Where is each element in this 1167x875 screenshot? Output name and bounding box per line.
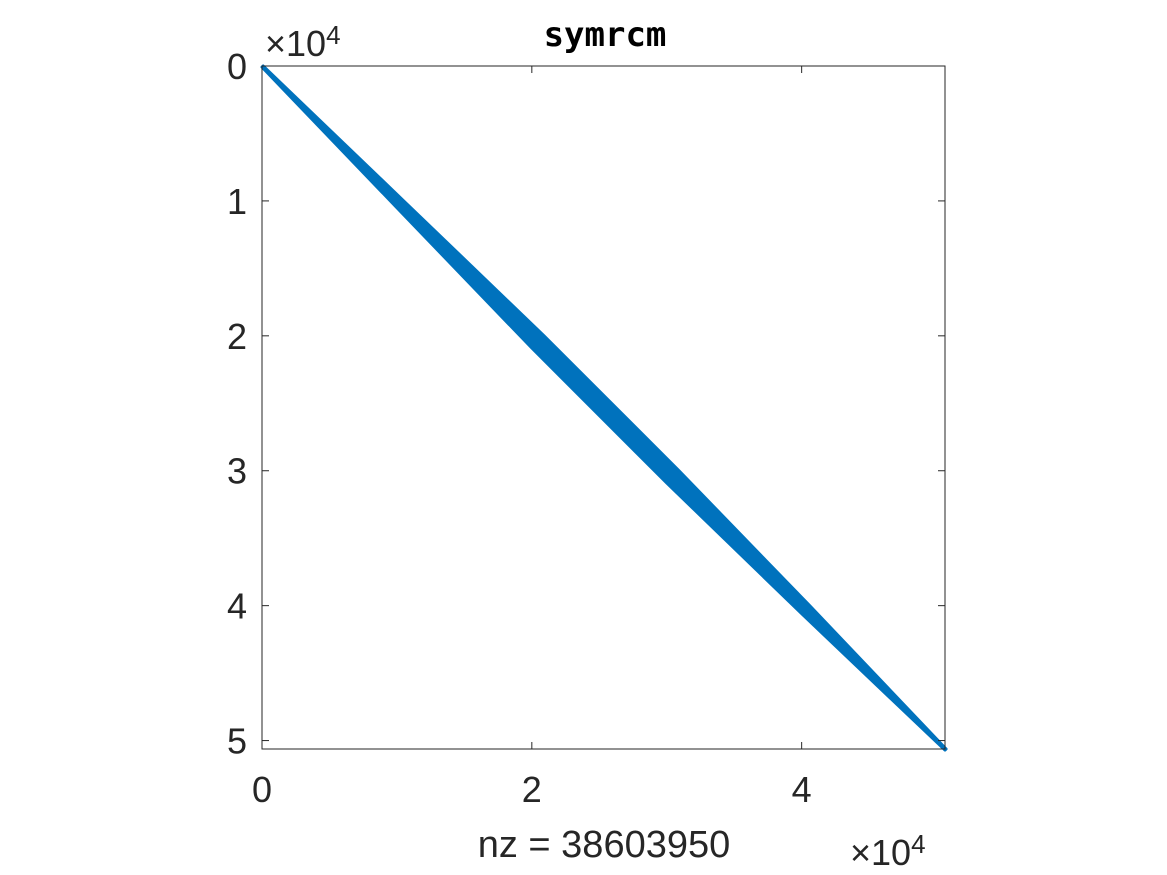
chart-title: symrcm bbox=[544, 15, 667, 55]
diagonal-mark bbox=[260, 64, 947, 751]
y-tick-label: 4 bbox=[227, 586, 247, 627]
x-exponent-label: ×104 bbox=[850, 829, 926, 873]
y-exponent-base: ×10 bbox=[265, 23, 326, 64]
x-exponent-base: ×10 bbox=[850, 832, 911, 873]
x-tick-label: 4 bbox=[792, 769, 812, 810]
sparsity-band bbox=[260, 64, 948, 752]
y-axis: 0 1 2 3 4 5 bbox=[227, 46, 945, 762]
y-tick-label: 1 bbox=[227, 181, 247, 222]
x-axis: 0 2 4 bbox=[252, 66, 812, 810]
x-tick-label: 0 bbox=[252, 769, 272, 810]
y-tick-label: 2 bbox=[227, 316, 247, 357]
y-exponent-label: ×104 bbox=[265, 20, 341, 64]
x-exponent-power: 4 bbox=[911, 829, 925, 859]
y-tick-label: 0 bbox=[227, 46, 247, 87]
y-tick-label: 3 bbox=[227, 451, 247, 492]
x-axis-label: nz = 38603950 bbox=[478, 824, 731, 866]
y-tick-label: 5 bbox=[227, 721, 247, 762]
x-tick-label: 2 bbox=[522, 769, 542, 810]
axes-box bbox=[261, 65, 946, 750]
y-exponent-power: 4 bbox=[326, 20, 340, 50]
